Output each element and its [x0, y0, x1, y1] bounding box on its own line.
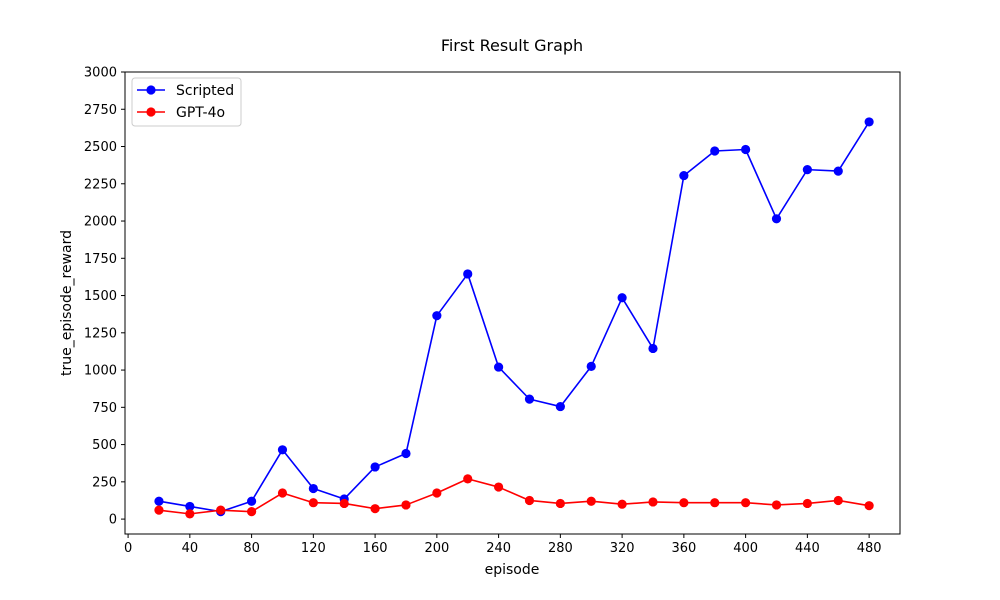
data-point-scripted — [432, 311, 442, 321]
data-point-scripted — [771, 214, 782, 224]
data-point-gpt-4o — [463, 474, 473, 484]
x-tick-label: 160 — [363, 541, 388, 556]
y-tick-label: 2000 — [84, 215, 117, 230]
series-line-scripted — [158, 121, 870, 513]
data-point-scripted — [679, 170, 689, 181]
data-point-gpt-4o — [246, 507, 257, 517]
data-point-scripted — [185, 501, 195, 512]
data-point-scripted — [833, 166, 843, 176]
data-point-gpt-4o — [401, 500, 411, 510]
legend-swatch-marker-scripted — [146, 85, 156, 95]
data-point-gpt-4o — [154, 505, 164, 515]
x-tick-label: 440 — [795, 541, 820, 556]
data-point-scripted — [370, 462, 380, 472]
data-point-gpt-4o — [864, 501, 874, 511]
x-axis-label: episode — [485, 562, 540, 578]
y-tick-label: 2750 — [84, 103, 117, 118]
x-tick-label: 360 — [671, 541, 696, 556]
legend-swatch-marker-gpt-4o — [146, 107, 156, 117]
data-point-scripted — [864, 117, 874, 127]
data-point-gpt-4o — [648, 497, 658, 507]
data-point-gpt-4o — [679, 498, 689, 508]
data-point-scripted — [648, 343, 658, 354]
data-point-gpt-4o — [524, 495, 535, 506]
data-point-gpt-4o — [277, 488, 288, 498]
data-point-scripted — [617, 293, 627, 303]
data-point-scripted — [494, 362, 504, 372]
data-point-scripted — [710, 146, 720, 156]
data-point-gpt-4o — [771, 500, 782, 510]
legend: Scripted GPT-4o — [131, 77, 242, 127]
x-tick-label: 40 — [182, 541, 199, 556]
x-axis: 0 40 80 120 160 200 240 280 320 360 400 440 480 — [124, 534, 882, 556]
data-point-scripted — [277, 445, 288, 455]
data-point-gpt-4o — [494, 482, 504, 492]
data-point-scripted — [308, 483, 318, 494]
data-point-gpt-4o — [185, 509, 195, 519]
y-tick-label: 0 — [109, 513, 117, 528]
x-tick-label: 400 — [733, 541, 758, 556]
data-point-gpt-4o — [339, 498, 349, 509]
legend-label-scripted: Scripted — [176, 83, 234, 99]
data-point-gpt-4o — [432, 488, 442, 498]
x-tick-label: 240 — [486, 541, 511, 556]
y-tick-label: 750 — [92, 401, 117, 416]
data-point-gpt-4o — [741, 498, 751, 508]
data-point-gpt-4o — [802, 498, 812, 509]
data-point-scripted — [555, 401, 565, 412]
y-tick-label: 250 — [92, 475, 117, 490]
data-point-scripted — [401, 448, 411, 459]
data-point-gpt-4o — [586, 496, 596, 506]
y-axis: 0 250 500 750 1000 1250 1500 1750 2000 2250 2500 27… — [84, 66, 125, 528]
data-point-gpt-4o — [833, 495, 843, 506]
data-point-gpt-4o — [617, 499, 627, 509]
y-axis-label: true_episode_reward — [59, 230, 75, 376]
data-point-scripted — [586, 361, 596, 371]
data-point-scripted — [154, 496, 164, 506]
x-tick-label: 280 — [548, 541, 573, 556]
data-point-gpt-4o — [555, 498, 565, 509]
y-tick-label: 500 — [92, 438, 117, 453]
data-point-scripted — [463, 269, 473, 279]
y-tick-label: 2500 — [84, 140, 117, 155]
data-point-gpt-4o — [216, 505, 226, 515]
x-tick-label: 320 — [610, 541, 635, 556]
data-point-gpt-4o — [370, 504, 380, 514]
data-point-gpt-4o — [710, 498, 720, 508]
data-point-scripted — [524, 394, 535, 404]
series-line-gpt-4o — [158, 478, 870, 515]
y-tick-label: 1250 — [84, 326, 117, 341]
data-point-gpt-4o — [308, 498, 318, 508]
series-layer — [154, 117, 874, 519]
x-tick-label: 200 — [424, 541, 449, 556]
data-point-scripted — [741, 144, 751, 155]
y-tick-label: 1500 — [84, 289, 117, 304]
data-point-scripted — [246, 496, 257, 506]
chart-title: First Result Graph — [441, 36, 583, 55]
x-tick-label: 0 — [124, 541, 132, 556]
y-tick-label: 1000 — [84, 364, 117, 379]
data-point-scripted — [802, 165, 812, 175]
legend-label-gpt-4o: GPT-4o — [176, 105, 225, 121]
x-tick-label: 480 — [857, 541, 882, 556]
x-tick-label: 120 — [301, 541, 326, 556]
y-tick-label: 1750 — [84, 252, 117, 267]
x-tick-label: 80 — [243, 541, 260, 556]
plot-area-frame — [124, 71, 901, 535]
y-tick-label: 3000 — [84, 66, 117, 81]
y-tick-label: 2250 — [84, 177, 117, 192]
